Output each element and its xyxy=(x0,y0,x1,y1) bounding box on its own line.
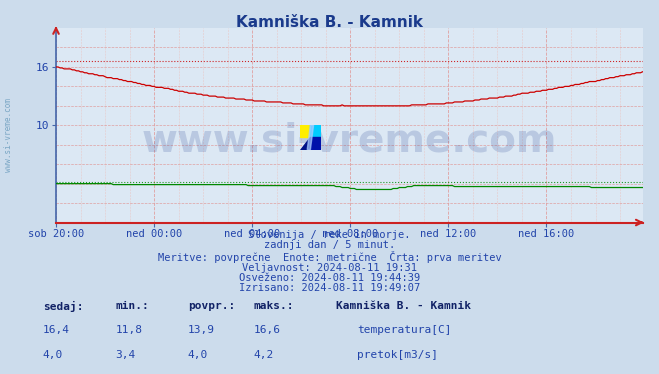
Text: Veljavnost: 2024-08-11 19:31: Veljavnost: 2024-08-11 19:31 xyxy=(242,263,417,273)
Text: Meritve: povprečne  Enote: metrične  Črta: prva meritev: Meritve: povprečne Enote: metrične Črta:… xyxy=(158,251,501,263)
Text: Kamniška B. - Kamnik: Kamniška B. - Kamnik xyxy=(236,15,423,30)
Text: pretok[m3/s]: pretok[m3/s] xyxy=(357,350,438,360)
Text: 16,6: 16,6 xyxy=(254,325,281,335)
Text: sedaj:: sedaj: xyxy=(43,301,83,312)
Text: www.si-vreme.com: www.si-vreme.com xyxy=(4,98,13,172)
Text: 4,0: 4,0 xyxy=(43,350,63,360)
Text: www.si-vreme.com: www.si-vreme.com xyxy=(142,122,557,160)
Bar xyxy=(310,138,321,150)
Text: Izrisano: 2024-08-11 19:49:07: Izrisano: 2024-08-11 19:49:07 xyxy=(239,283,420,294)
Text: maks.:: maks.: xyxy=(254,301,294,311)
Text: 4,2: 4,2 xyxy=(254,350,274,360)
Text: 13,9: 13,9 xyxy=(188,325,215,335)
Polygon shape xyxy=(307,125,314,150)
Text: min.:: min.: xyxy=(115,301,149,311)
Bar xyxy=(310,125,321,138)
Text: 3,4: 3,4 xyxy=(115,350,136,360)
Text: 16,4: 16,4 xyxy=(43,325,70,335)
Text: zadnji dan / 5 minut.: zadnji dan / 5 minut. xyxy=(264,240,395,250)
Text: 4,0: 4,0 xyxy=(188,350,208,360)
Text: povpr.:: povpr.: xyxy=(188,301,235,311)
Bar xyxy=(300,125,310,138)
Text: Osveženo: 2024-08-11 19:44:39: Osveženo: 2024-08-11 19:44:39 xyxy=(239,273,420,283)
Text: Kamniška B. - Kamnik: Kamniška B. - Kamnik xyxy=(336,301,471,311)
Text: 11,8: 11,8 xyxy=(115,325,142,335)
Text: temperatura[C]: temperatura[C] xyxy=(357,325,451,335)
Polygon shape xyxy=(300,138,310,150)
Text: Slovenija / reke in morje.: Slovenija / reke in morje. xyxy=(248,230,411,240)
